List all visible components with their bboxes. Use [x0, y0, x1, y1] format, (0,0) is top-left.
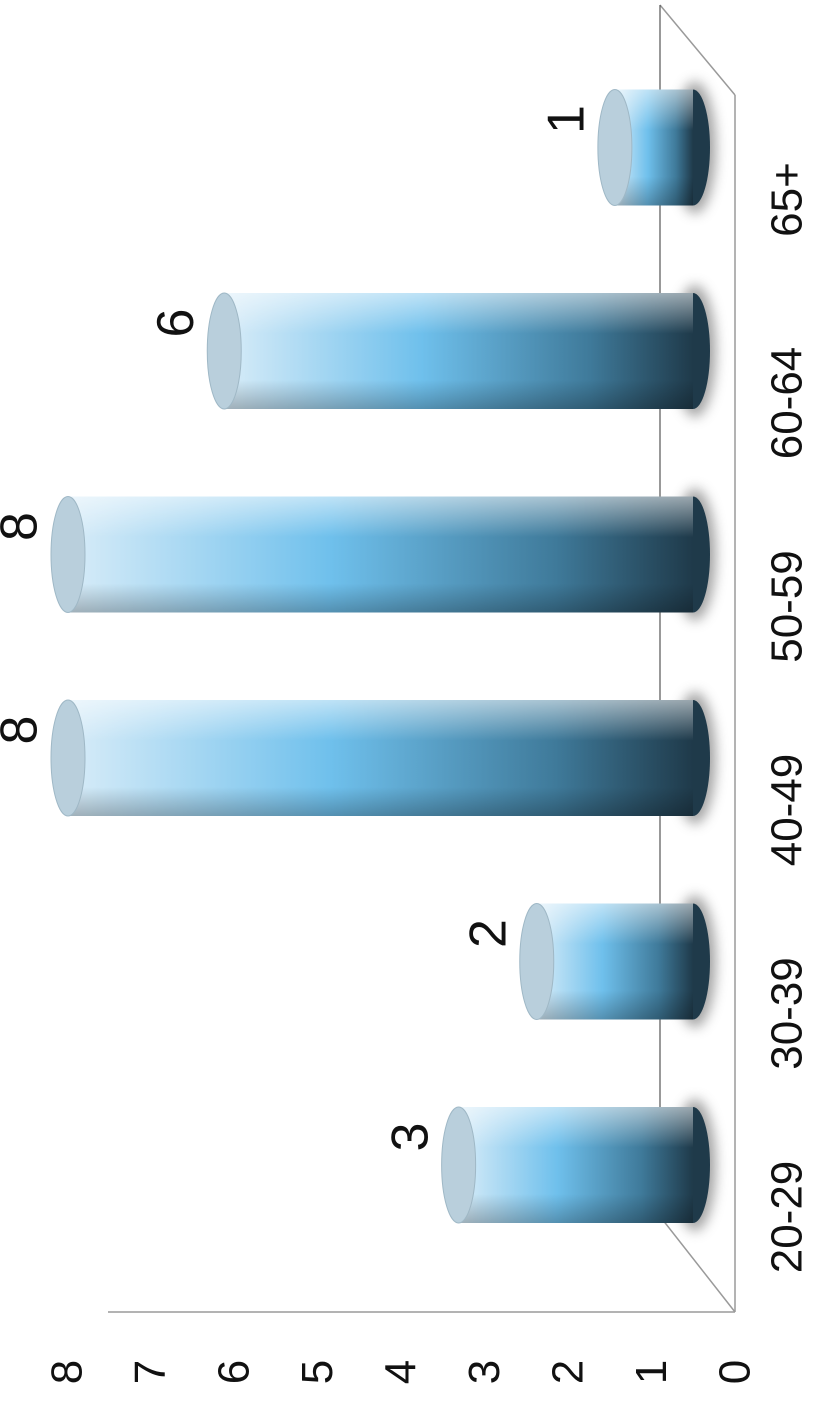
bar-body-shade: [458, 1107, 693, 1223]
category-label: 60-64: [763, 347, 812, 460]
bar-body-shade: [224, 293, 693, 409]
bar-body-shade: [536, 903, 693, 1020]
y-tick-label: 5: [293, 1360, 342, 1384]
category-label: 30-39: [763, 957, 812, 1070]
bar-cap: [519, 903, 555, 1020]
bar-cap: [50, 496, 86, 613]
bar-cap: [597, 89, 633, 206]
data-label: 8: [0, 512, 49, 541]
bar: [519, 895, 716, 1028]
category-label: 40-49: [763, 754, 812, 867]
data-label: 8: [0, 716, 49, 745]
bar: [597, 81, 716, 214]
y-tick-label: 8: [43, 1360, 92, 1384]
bar-cap: [50, 699, 86, 817]
y-tick-label: 6: [210, 1360, 259, 1384]
y-tick-label: 7: [126, 1360, 175, 1384]
data-labels: 3 20-29 2 30-39 8 40-49 8 50-59 6 60-64 1 65+: [0, 105, 812, 1273]
category-label: 20-29: [763, 1161, 812, 1274]
data-label: 6: [147, 309, 205, 338]
floor-edge-front: [654, 1209, 736, 1313]
y-tick-label: 0: [711, 1360, 760, 1384]
bar-body-shade: [68, 700, 693, 816]
bar: [206, 285, 716, 417]
bar-cap: [441, 1106, 477, 1224]
bar-body-shade: [68, 496, 693, 613]
bar: [50, 488, 716, 621]
y-tick-label: 1: [627, 1360, 676, 1384]
bars: [50, 81, 716, 1231]
data-label: 1: [538, 105, 596, 134]
category-label: 50-59: [763, 550, 812, 663]
bar: [50, 692, 716, 824]
y-tick-label: 2: [544, 1360, 593, 1384]
category-label: 65+: [763, 162, 812, 237]
data-label: 3: [381, 1123, 439, 1152]
bar: [441, 1099, 716, 1231]
y-tick-label: 4: [377, 1360, 426, 1384]
data-label: 2: [459, 919, 517, 948]
value-axis: 0 1 2 3 4 5 6 7 8: [43, 1360, 760, 1384]
floor-edge-back: [659, 4, 736, 96]
y-tick-label: 3: [460, 1360, 509, 1384]
bar-cap: [206, 292, 242, 410]
